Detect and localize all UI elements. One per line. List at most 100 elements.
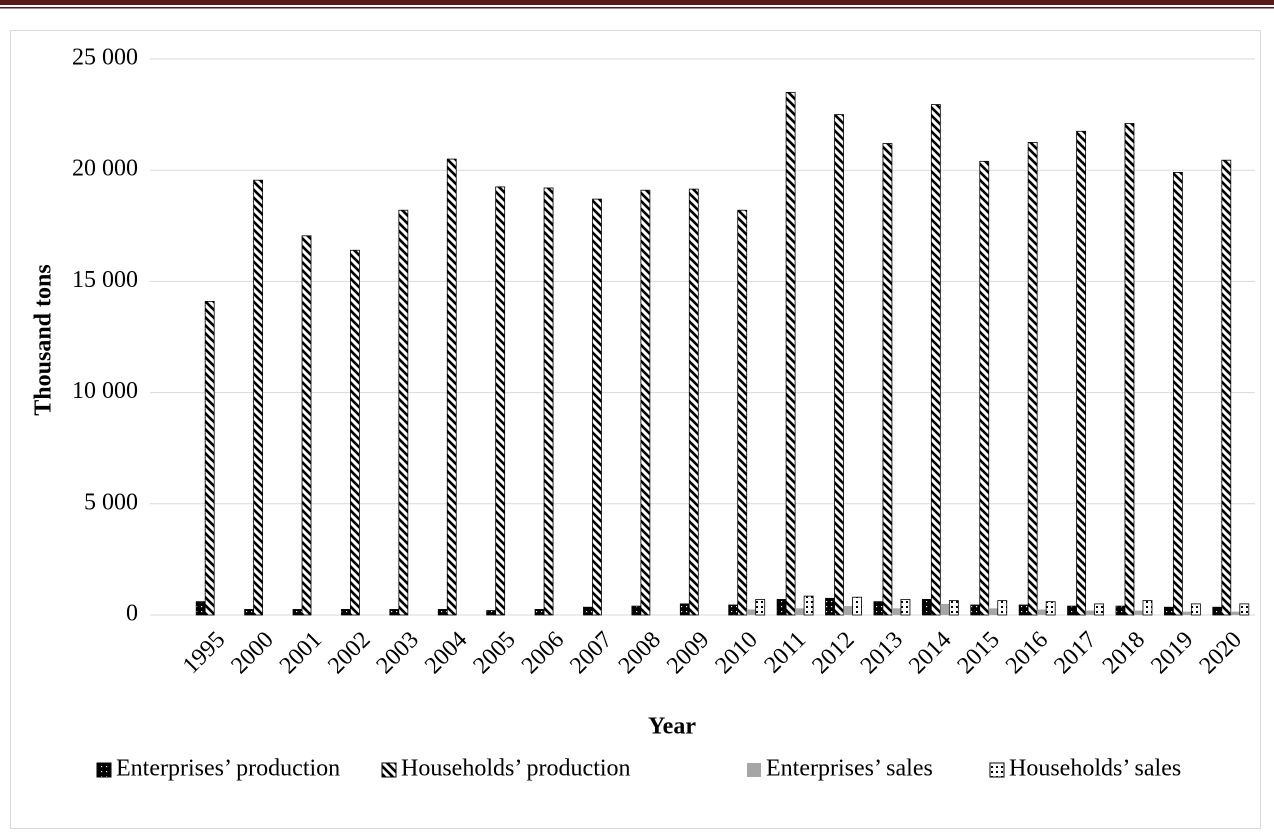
bar <box>446 158 457 616</box>
x-tick-label: 2003 <box>372 627 424 679</box>
bar <box>341 609 351 616</box>
legend-label: Enterprises’ production <box>116 756 340 782</box>
x-tick-label: 2016 <box>1001 627 1053 679</box>
bar <box>940 603 950 615</box>
bar <box>437 609 448 616</box>
x-tick-label: 2018 <box>1098 627 1150 679</box>
bar <box>755 599 766 616</box>
y-tick-label: 20 000 <box>72 156 138 182</box>
bar <box>1027 141 1038 616</box>
bar <box>486 610 497 616</box>
bar <box>1190 603 1201 616</box>
x-tick-label: 2012 <box>807 627 859 679</box>
bar <box>534 609 545 616</box>
bar <box>1142 600 1153 616</box>
x-tick-label: 2017 <box>1049 627 1101 679</box>
bar <box>1037 609 1047 615</box>
y-tick-label: 15 000 <box>72 267 138 293</box>
bar <box>244 609 255 616</box>
legend-label: Enterprises’ sales <box>766 756 933 782</box>
bar <box>1115 605 1126 616</box>
bar <box>930 104 941 616</box>
x-tick-label: 2019 <box>1146 627 1198 679</box>
y-tick-label: 10 000 <box>72 378 138 404</box>
bar <box>1018 604 1029 616</box>
bar <box>1045 601 1056 616</box>
x-tick-label: 2006 <box>517 627 569 679</box>
bar <box>195 601 206 616</box>
bar <box>688 188 699 616</box>
bar <box>776 599 787 616</box>
bar <box>1172 172 1183 616</box>
legend-swatch <box>989 762 1005 778</box>
legend-swatch <box>96 762 112 778</box>
bar <box>882 143 893 616</box>
bar <box>825 597 835 616</box>
bar <box>843 606 853 615</box>
x-tick-label: 2011 <box>760 627 812 679</box>
x-tick-label: 2020 <box>1195 627 1247 679</box>
legend-label: Households’ sales <box>1009 756 1181 782</box>
bar <box>1076 130 1086 616</box>
bar <box>746 609 756 615</box>
bar <box>970 604 981 616</box>
x-tick-label: 2015 <box>953 627 1005 679</box>
bar <box>1221 159 1232 616</box>
bar <box>1124 123 1135 616</box>
bar <box>852 596 862 616</box>
bar <box>795 608 805 615</box>
legend-swatch <box>381 762 397 778</box>
bar <box>1094 603 1104 616</box>
bar <box>1182 611 1192 615</box>
y-tick-label: 5 000 <box>84 489 138 515</box>
bar <box>834 114 844 616</box>
legend-swatch <box>747 763 761 777</box>
bar <box>921 599 932 616</box>
x-tick-label: 2013 <box>856 627 908 679</box>
x-tick-label: 2014 <box>904 627 956 679</box>
bar <box>979 160 990 616</box>
bar <box>292 609 303 616</box>
bar <box>988 608 998 615</box>
bar <box>398 209 409 616</box>
bar <box>1230 611 1240 615</box>
bar <box>728 604 739 616</box>
chart-frame <box>10 30 1261 829</box>
x-tick-label: 2009 <box>662 627 714 679</box>
bar <box>495 186 506 616</box>
x-tick-label: 2005 <box>468 627 520 679</box>
bar <box>592 198 602 616</box>
bar <box>1085 610 1095 615</box>
x-axis-title: Year <box>648 714 696 740</box>
bar <box>1212 606 1223 616</box>
x-tick-label: 2010 <box>711 627 763 679</box>
x-tick-label: 1995 <box>178 627 230 679</box>
legend-label: Households’ production <box>401 756 631 782</box>
bar <box>1163 606 1174 616</box>
bar <box>785 91 796 616</box>
bar <box>891 608 901 615</box>
x-tick-label: 2000 <box>226 627 278 679</box>
x-tick-label: 2008 <box>614 627 666 679</box>
top-border <box>0 0 1274 5</box>
bar <box>543 187 554 616</box>
bar <box>301 235 312 616</box>
top-border <box>0 7 1274 9</box>
bar <box>873 601 884 616</box>
bar <box>389 609 400 616</box>
x-tick-label: 2007 <box>565 627 617 679</box>
bar <box>737 209 748 616</box>
bar <box>1067 605 1077 616</box>
bar <box>679 603 690 616</box>
bar <box>803 595 814 616</box>
y-tick-label: 0 <box>126 601 138 627</box>
bar <box>631 605 642 616</box>
bar <box>640 189 651 616</box>
bar <box>583 606 593 616</box>
x-tick-label: 2002 <box>323 627 375 679</box>
y-axis-title: Thousand tons <box>31 264 57 415</box>
bar <box>948 600 959 616</box>
bar <box>204 301 215 616</box>
bar <box>997 600 1008 616</box>
